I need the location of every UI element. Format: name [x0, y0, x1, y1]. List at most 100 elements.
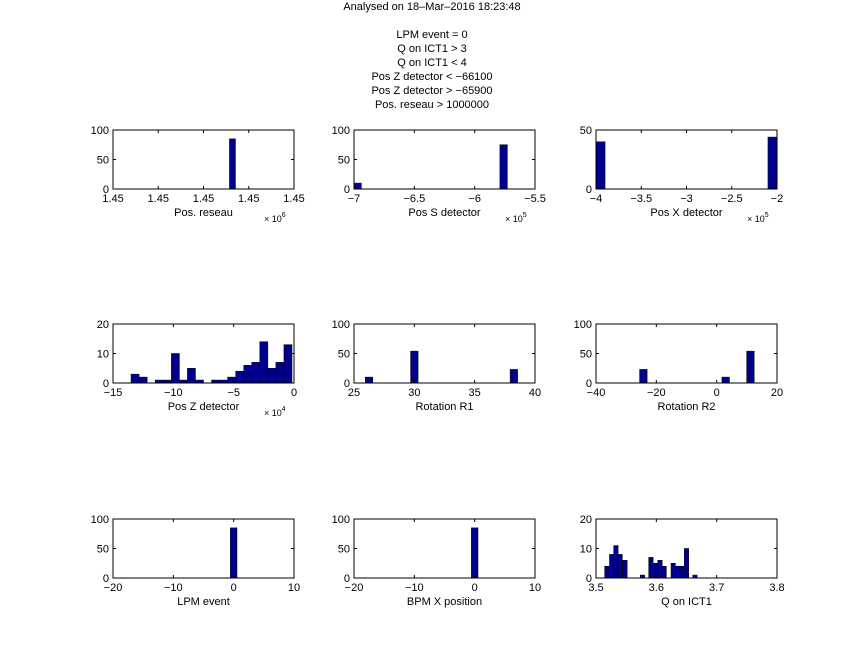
y-tick-label: 50 — [338, 155, 350, 167]
x-axis-label: Pos. reseau — [174, 207, 233, 219]
x-tick-label: 35 — [469, 387, 481, 399]
histogram-bar — [229, 138, 236, 190]
histogram-bar — [171, 353, 180, 384]
y-tick-label: 50 — [338, 544, 350, 556]
histogram-bar — [410, 350, 419, 384]
histogram-bar — [657, 560, 663, 579]
histogram-bar — [648, 557, 654, 579]
x-tick-label: 1.45 — [102, 193, 123, 205]
histogram-bar — [130, 373, 140, 384]
axes-box — [595, 129, 778, 190]
y-tick-label: 20 — [97, 319, 109, 331]
x-tick-label: 0 — [231, 582, 237, 594]
x-axis-exponent: × 104 — [264, 406, 286, 418]
axes-box — [353, 129, 536, 190]
axes-box — [112, 129, 295, 190]
y-tick-label: 0 — [344, 573, 350, 585]
y-tick-label: 10 — [580, 544, 592, 556]
histogram-bar — [661, 565, 667, 579]
y-tick-label: 50 — [580, 349, 592, 361]
title-line: Analysed on 18–Mar–2016 18:23:48 — [343, 1, 521, 13]
histogram-panel: −7 −6.5 −6 −5.5 0 50 100 Pos S detector × 105 — [332, 125, 546, 224]
histogram-bar — [187, 368, 196, 384]
x-tick-label: 30 — [408, 387, 420, 399]
histogram-bar — [230, 527, 238, 579]
histogram-bar — [675, 565, 680, 579]
histogram-bar — [767, 136, 778, 190]
x-axis-label: LPM event — [177, 596, 230, 608]
histogram-bar — [471, 527, 479, 579]
histogram-bar — [275, 362, 285, 384]
axes-box — [353, 518, 536, 579]
histogram-bar — [679, 565, 685, 579]
x-tick-label: −15 — [104, 387, 123, 399]
title-line: LPM event = 0 — [396, 29, 468, 41]
x-tick-label: −4 — [590, 193, 603, 205]
x-tick-label: 3.7 — [709, 582, 724, 594]
x-axis-exponent-power: 5 — [765, 212, 769, 219]
x-tick-label: −10 — [405, 582, 424, 594]
y-tick-label: 0 — [103, 378, 109, 390]
x-axis-exponent: × 105 — [747, 212, 769, 224]
histogram-bar — [509, 369, 518, 384]
axes-box — [112, 518, 295, 579]
histogram-bar — [227, 376, 236, 384]
x-axis-label: Q on ICT1 — [661, 596, 712, 608]
x-tick-label: 1.45 — [283, 193, 304, 205]
histogram-bar — [251, 362, 261, 384]
title-line: Pos Z detector < −66100 — [371, 71, 493, 83]
histogram-bar — [353, 182, 362, 190]
x-tick-label: −7 — [348, 193, 361, 205]
y-tick-label: 0 — [586, 184, 592, 196]
y-tick-label: 0 — [103, 573, 109, 585]
x-tick-label: −5 — [227, 387, 240, 399]
title-line: Pos Z detector > −65900 — [371, 85, 493, 97]
histogram-bar — [609, 554, 615, 579]
y-tick-label: 100 — [574, 319, 592, 331]
x-tick-label: −20 — [647, 387, 666, 399]
histogram-bar — [613, 545, 619, 579]
histogram-panel: −4 −3.5 −3 −2.5 −2 0 50 Pos X detector × 105 — [580, 125, 784, 224]
x-axis-exponent: × 105 — [505, 212, 527, 224]
histogram-bar — [653, 563, 659, 579]
x-tick-label: −3 — [680, 193, 693, 205]
x-tick-label: 25 — [348, 387, 360, 399]
y-tick-label: 0 — [344, 378, 350, 390]
title-line: Q on ICT1 > 3 — [397, 43, 467, 55]
histogram-bar — [138, 376, 148, 384]
x-axis-exponent-power: 4 — [282, 406, 286, 413]
histogram-panel: −40 −20 0 20 0 50 100 Rotation R2 — [574, 319, 783, 413]
x-tick-label: −10 — [164, 387, 183, 399]
histogram-bar — [622, 560, 628, 579]
y-tick-label: 50 — [97, 155, 109, 167]
histogram-bar — [267, 368, 277, 384]
y-tick-label: 100 — [332, 319, 350, 331]
x-tick-label: 10 — [288, 582, 300, 594]
histogram-bar — [365, 376, 374, 384]
y-tick-label: 50 — [580, 125, 592, 137]
histogram-bar — [721, 376, 730, 384]
histogram-panel: −15 −10 −5 0 0 10 20 Pos Z detector × 104 — [97, 319, 297, 418]
histogram-panel: 3.5 3.6 3.7 3.8 0 10 20 Q on ICT1 — [580, 514, 785, 608]
y-tick-label: 100 — [91, 514, 109, 526]
x-tick-label: −6 — [468, 193, 481, 205]
x-axis-label: Pos Z detector — [168, 401, 240, 413]
x-tick-label: 0 — [291, 387, 297, 399]
x-tick-label: −40 — [587, 387, 606, 399]
x-tick-label: 10 — [529, 582, 541, 594]
y-tick-label: 0 — [344, 184, 350, 196]
x-axis-label: Rotation R1 — [415, 401, 473, 413]
title-line: Pos. reseau > 1000000 — [374, 99, 490, 111]
x-tick-label: −20 — [345, 582, 364, 594]
x-tick-label: 1.45 — [193, 193, 214, 205]
y-tick-label: 50 — [338, 349, 350, 361]
histogram-bar — [684, 548, 689, 579]
x-tick-label: −20 — [104, 582, 123, 594]
histogram-bar — [595, 141, 606, 190]
x-tick-label: −10 — [164, 582, 183, 594]
histogram-bar — [604, 565, 610, 579]
x-axis-label: Rotation R2 — [657, 401, 715, 413]
